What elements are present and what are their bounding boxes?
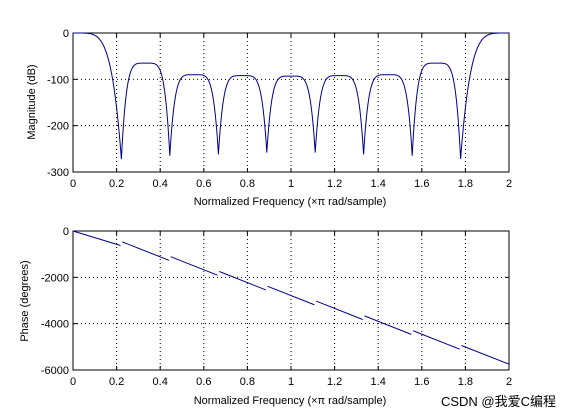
phase-series-segment	[364, 315, 412, 335]
phase-series-segment	[219, 271, 267, 291]
magnitude-xtick-label: 2	[506, 178, 512, 190]
phase-series-segment	[461, 345, 510, 365]
phase-series-segment	[170, 256, 218, 276]
phase-xtick-label: 0.4	[153, 376, 168, 388]
magnitude-y-label: Magnitude (dB)	[26, 64, 38, 139]
watermark: CSDN @我爱C编程	[441, 394, 556, 409]
magnitude-x-label: Normalized Frequency (×π rad/sample)	[194, 196, 387, 208]
magnitude-xtick-label: 0.4	[153, 178, 168, 190]
phase-ytick-label: -6000	[41, 365, 69, 377]
magnitude-xtick-label: 1	[288, 178, 294, 190]
phase-y-label: Phase (degrees)	[19, 260, 31, 341]
magnitude-ytick-label: -300	[47, 167, 69, 179]
magnitude-xtick-label: 0.2	[109, 178, 124, 190]
magnitude-axes-frame	[72, 32, 510, 173]
phase-grid	[73, 231, 509, 370]
magnitude-xtick-label: 1.8	[458, 178, 473, 190]
phase-series-segment	[412, 330, 460, 350]
phase-ytick-label: 0	[63, 226, 69, 238]
phase-ytick-label: -4000	[41, 319, 69, 331]
phase-series-segment	[267, 285, 315, 306]
phase-series-segment	[122, 241, 170, 261]
magnitude-xtick-label: 1.6	[414, 178, 429, 190]
phase-series-segment	[72, 230, 121, 246]
phase-xtick-label: 0	[70, 376, 76, 388]
phase-x-label: Normalized Frequency (×π rad/sample)	[194, 395, 387, 407]
magnitude-grid	[73, 33, 509, 172]
magnitude-ytick-label: 0	[63, 28, 69, 40]
phase-xtick-label: 1.2	[327, 376, 342, 388]
magnitude-xtick-label: 0.8	[240, 178, 255, 190]
magnitude-xtick-label: 1.2	[327, 178, 342, 190]
magnitude-xtick-label: 1.4	[371, 178, 386, 190]
phase-xtick-label: 1	[288, 376, 294, 388]
phase-xtick-label: 1.6	[414, 376, 429, 388]
phase-xtick-label: 0.6	[196, 376, 211, 388]
phase-series-segment	[315, 300, 363, 320]
phase-axes-frame	[72, 230, 510, 371]
magnitude-plot: Magnitude (dB) Normalized Frequency (×π …	[26, 28, 512, 208]
phase-plot: Phase (degrees) Normalized Frequency (×π…	[19, 226, 512, 407]
magnitude-xtick-label: 0	[70, 178, 76, 190]
phase-xtick-label: 1.8	[458, 376, 473, 388]
phase-xtick-label: 0.8	[240, 376, 255, 388]
magnitude-series-line	[73, 32, 509, 160]
phase-xtick-label: 1.4	[371, 376, 386, 388]
phase-ytick-label: -2000	[41, 272, 69, 284]
phase-xtick-label: 2	[506, 376, 512, 388]
magnitude-ytick-label: -200	[47, 121, 69, 133]
magnitude-xtick-label: 0.6	[196, 178, 211, 190]
magnitude-ytick-label: -100	[47, 74, 69, 86]
phase-xtick-label: 0.2	[109, 376, 124, 388]
